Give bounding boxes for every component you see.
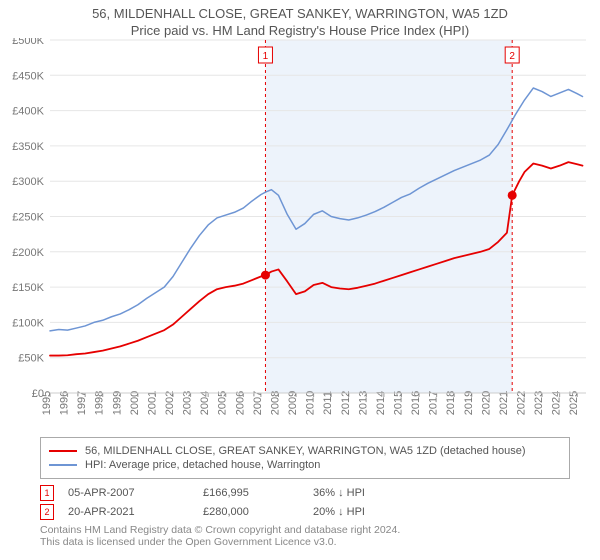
svg-text:2: 2: [509, 51, 515, 62]
event-price: £166,995: [203, 487, 313, 499]
y-axis-label: £500K: [12, 38, 44, 47]
x-axis-label: 1998: [94, 391, 106, 415]
series-marker: [508, 191, 517, 200]
x-axis-label: 2011: [322, 391, 334, 415]
x-axis-label: 2005: [217, 391, 229, 415]
x-axis-label: 2001: [146, 391, 158, 415]
x-axis-label: 2014: [375, 391, 387, 415]
x-axis-label: 2004: [199, 391, 211, 415]
event-price: £280,000: [203, 506, 313, 518]
legend-swatch: [49, 450, 77, 452]
y-axis-label: £350K: [12, 141, 44, 153]
x-axis-label: 2007: [252, 391, 264, 415]
y-axis-label: £250K: [12, 212, 44, 224]
y-axis-label: £300K: [12, 176, 44, 188]
event-diff: 20% ↓ HPI: [313, 506, 423, 518]
x-axis-label: 2013: [357, 391, 369, 415]
legend-item: HPI: Average price, detached house, Warr…: [49, 459, 561, 471]
x-axis-label: 2024: [551, 391, 563, 415]
series-marker: [261, 271, 270, 280]
chart-title: 56, MILDENHALL CLOSE, GREAT SANKEY, WARR…: [0, 0, 600, 38]
event-row: 2 20-APR-2021£280,00020% ↓ HPI: [40, 504, 570, 520]
y-axis-label: £150K: [12, 282, 44, 294]
x-axis-label: 2000: [129, 391, 141, 415]
x-axis-label: 2022: [515, 391, 527, 415]
event-table: 1 05-APR-2007£166,99536% ↓ HPI 2 20-APR-202…: [40, 485, 570, 520]
x-axis-label: 2009: [287, 391, 299, 415]
x-axis-label: 1995: [41, 391, 53, 415]
event-badge: 2: [505, 47, 519, 63]
title-line2: Price paid vs. HM Land Registry's House …: [0, 23, 600, 38]
x-axis-label: 2019: [463, 391, 475, 415]
x-axis-label: 2016: [410, 391, 422, 415]
x-axis-label: 2012: [340, 391, 352, 415]
legend-label: HPI: Average price, detached house, Warr…: [85, 459, 320, 471]
x-axis-label: 1999: [111, 391, 123, 415]
x-axis-label: 2025: [568, 391, 580, 415]
event-row: 1 05-APR-2007£166,99536% ↓ HPI: [40, 485, 570, 501]
attribution-line2: This data is licensed under the Open Gov…: [40, 536, 570, 548]
legend: 56, MILDENHALL CLOSE, GREAT SANKEY, WARR…: [40, 437, 570, 479]
attribution: Contains HM Land Registry data © Crown c…: [40, 524, 570, 548]
y-axis-label: £200K: [12, 247, 44, 259]
attribution-line1: Contains HM Land Registry data © Crown c…: [40, 524, 570, 536]
event-date: 05-APR-2007: [68, 487, 203, 499]
legend-label: 56, MILDENHALL CLOSE, GREAT SANKEY, WARR…: [85, 445, 526, 457]
svg-text:1: 1: [263, 51, 269, 62]
y-axis-label: £100K: [12, 317, 44, 329]
y-axis-label: £450K: [12, 70, 44, 82]
x-axis-label: 2008: [269, 391, 281, 415]
x-axis-label: 2002: [164, 391, 176, 415]
x-axis-label: 1997: [76, 391, 88, 415]
x-axis-label: 2015: [392, 391, 404, 415]
x-axis-label: 2020: [480, 391, 492, 415]
x-axis-label: 2010: [305, 391, 317, 415]
legend-item: 56, MILDENHALL CLOSE, GREAT SANKEY, WARR…: [49, 445, 561, 457]
event-badge: 1: [258, 47, 272, 63]
legend-swatch: [49, 464, 77, 466]
x-axis-label: 1996: [59, 391, 71, 415]
x-axis-label: 2018: [445, 391, 457, 415]
x-axis-label: 2017: [428, 391, 440, 415]
x-axis-label: 2021: [498, 391, 510, 415]
event-number: 2: [40, 504, 54, 520]
y-axis-label: £400K: [12, 106, 44, 118]
event-date: 20-APR-2021: [68, 506, 203, 518]
x-axis-label: 2006: [234, 391, 246, 415]
price-vs-hpi-chart: £0£50K£100K£150K£200K£250K£300K£350K£400…: [0, 38, 600, 433]
x-axis-label: 2003: [182, 391, 194, 415]
x-axis-label: 2023: [533, 391, 545, 415]
event-diff: 36% ↓ HPI: [313, 487, 423, 499]
event-number: 1: [40, 485, 54, 501]
title-line1: 56, MILDENHALL CLOSE, GREAT SANKEY, WARR…: [0, 6, 600, 21]
y-axis-label: £50K: [18, 353, 44, 365]
